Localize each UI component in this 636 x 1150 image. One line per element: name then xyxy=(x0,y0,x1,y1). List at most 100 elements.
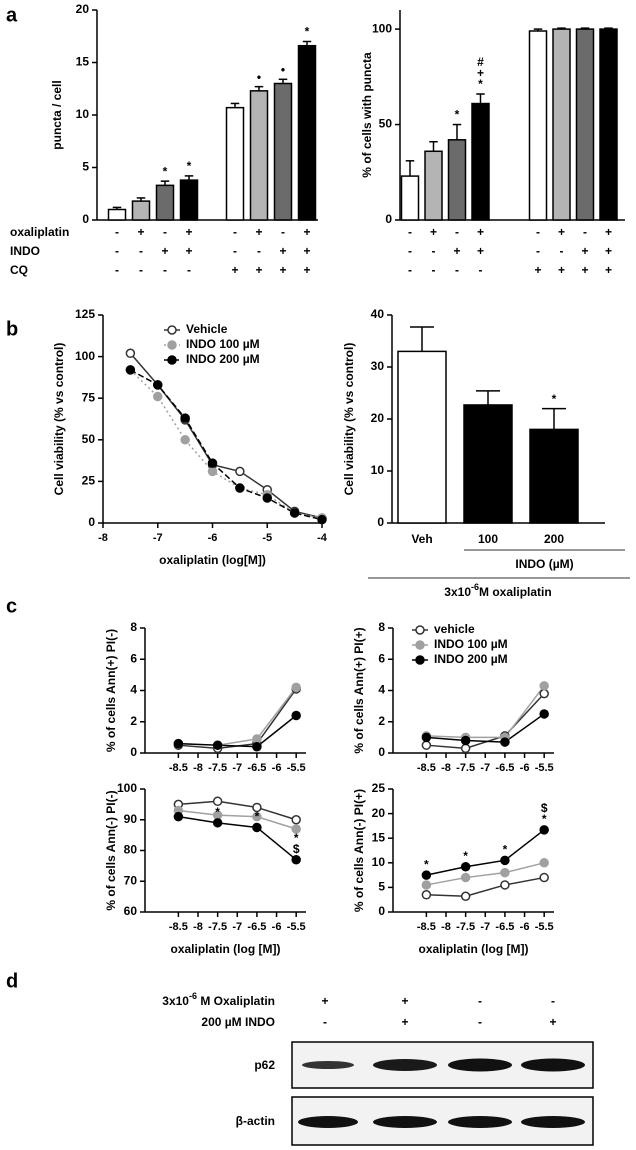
data-point xyxy=(421,880,432,890)
condition-sign: + xyxy=(255,263,262,277)
blot-condition-name: 200 µM INDO xyxy=(201,1015,275,1029)
x-tick-label: -7 xyxy=(153,532,163,544)
significance-mark: # xyxy=(477,55,484,69)
y-tick-label: 90 xyxy=(124,812,138,826)
x-tick-label: -5.5 xyxy=(287,921,306,933)
x-tick-label: 100 xyxy=(478,532,498,546)
significance-mark: * xyxy=(305,25,310,39)
x-tick-label: -6 xyxy=(272,921,282,933)
blot-band xyxy=(373,1116,437,1128)
data-point xyxy=(180,413,190,423)
x-axis-label: oxaliplatin (log[M]) xyxy=(159,553,266,567)
condition-sign: + xyxy=(303,225,310,239)
y-tick-label: 8 xyxy=(378,620,385,634)
series-line xyxy=(426,876,545,898)
y-tick-label: 125 xyxy=(75,307,95,321)
y-tick-label: 5 xyxy=(82,160,89,174)
data-point xyxy=(125,365,136,375)
series-line xyxy=(178,809,297,830)
y-axis-label: % of cells Ann(+) PI(+) xyxy=(352,627,366,753)
y-tick-label: 100 xyxy=(75,349,95,363)
y-tick-label: 6 xyxy=(378,651,385,665)
data-point xyxy=(460,861,471,872)
legend-label: INDO 100 µM xyxy=(434,637,508,651)
y-tick-label: 2 xyxy=(378,714,385,728)
condition-sign: + xyxy=(137,225,144,239)
series-line xyxy=(426,862,545,886)
data-point xyxy=(252,822,262,833)
data-point xyxy=(460,735,471,746)
condition-sign: - xyxy=(163,263,167,277)
data-point xyxy=(500,855,510,866)
y-tick-label: 0 xyxy=(130,745,137,759)
significance-mark: • xyxy=(281,62,285,76)
bar xyxy=(297,44,317,221)
x-tick-label: -6.5 xyxy=(247,762,266,774)
y-tick-label: 2 xyxy=(130,714,137,728)
data-point xyxy=(252,742,262,752)
significance-mark: • xyxy=(257,70,261,84)
data-point xyxy=(173,811,184,822)
series-line xyxy=(129,352,323,519)
data-point xyxy=(173,738,184,749)
series-line xyxy=(178,800,297,821)
y-tick-label: 4 xyxy=(130,683,137,697)
x-tick-label: -6 xyxy=(520,921,530,933)
data-point xyxy=(252,734,262,744)
x-tick-label: -6 xyxy=(272,762,282,774)
y-tick-label: 70 xyxy=(124,873,138,887)
blot-sign: - xyxy=(551,994,555,1008)
x-tick-label: -4 xyxy=(317,532,328,544)
legend-label: Vehicle xyxy=(186,322,228,336)
y-tick-label: 0 xyxy=(385,212,392,226)
data-point xyxy=(262,493,272,503)
legend-swatch xyxy=(415,640,425,650)
condition-sign: + xyxy=(430,225,437,239)
y-tick-label: 10 xyxy=(76,107,90,121)
condition-sign: + xyxy=(303,263,310,277)
blot-condition-name: 3x10-6 M Oxaliplatin xyxy=(162,991,275,1008)
x-tick-label: -7.5 xyxy=(208,762,227,774)
x-tick-label: -5.5 xyxy=(535,921,554,933)
data-point xyxy=(539,825,549,835)
y-tick-label: 50 xyxy=(82,432,96,446)
series-line xyxy=(178,815,297,861)
y-tick-label: 10 xyxy=(372,855,386,869)
condition-sign: + xyxy=(477,225,484,239)
blot-band xyxy=(448,1058,512,1072)
data-point xyxy=(291,710,301,721)
x-tick-label: -5 xyxy=(262,532,272,544)
significance-mark: * xyxy=(455,108,460,122)
y-tick-label: 6 xyxy=(130,651,137,665)
series-line xyxy=(178,686,297,746)
condition-sign: - xyxy=(408,244,412,258)
x-tick-label: -6.5 xyxy=(495,921,514,933)
significance-mark: + xyxy=(477,66,484,80)
condition-sign: + xyxy=(185,244,192,258)
condition-sign: + xyxy=(558,263,565,277)
condition-sign: + xyxy=(477,244,484,258)
condition-sign: - xyxy=(432,244,436,258)
data-point xyxy=(212,740,223,750)
condition-sign: + xyxy=(558,225,565,239)
condition-sign: + xyxy=(581,263,588,277)
footnote: 3x10-6M oxaliplatin xyxy=(444,582,551,599)
blot-sign: - xyxy=(478,994,482,1008)
data-point xyxy=(421,732,432,743)
bar xyxy=(179,179,199,221)
condition-sign: + xyxy=(185,225,192,239)
condition-sign: - xyxy=(536,225,540,239)
x-tick-label: -8 xyxy=(193,762,203,774)
condition-sign: + xyxy=(279,244,286,258)
bar xyxy=(155,184,175,221)
y-axis-label: Cell viability (% vs control) xyxy=(52,343,66,496)
y-tick-label: 0 xyxy=(377,515,384,529)
condition-sign: - xyxy=(560,244,564,258)
data-point xyxy=(460,743,471,754)
x-tick-label: -8 xyxy=(441,921,451,933)
condition-sign: - xyxy=(479,263,483,277)
x-tick-label: -8.5 xyxy=(417,762,436,774)
x-tick-label: -7 xyxy=(480,762,490,774)
data-point xyxy=(460,872,471,883)
blot-sign: - xyxy=(323,1015,327,1029)
